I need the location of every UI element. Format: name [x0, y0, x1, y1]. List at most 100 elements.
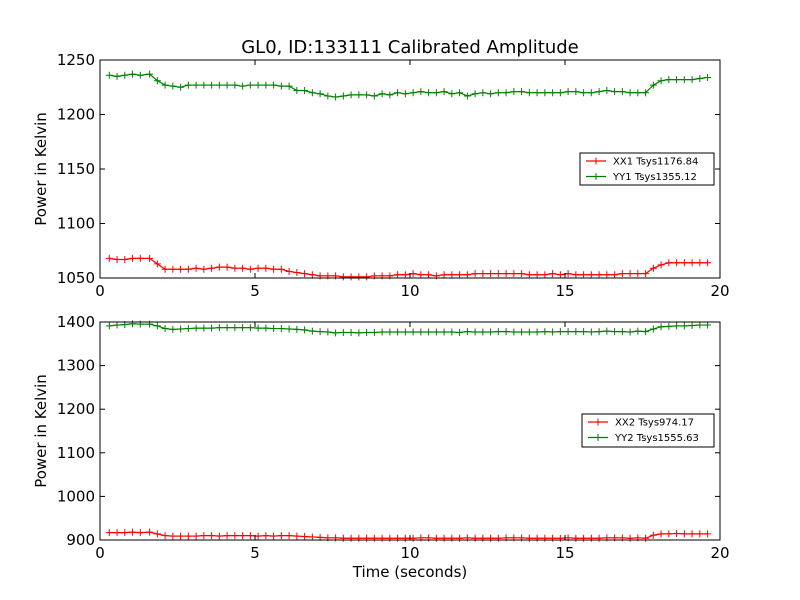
series-1 — [105, 528, 712, 542]
data-point — [440, 88, 448, 96]
data-point — [231, 81, 239, 89]
data-point — [564, 270, 572, 278]
data-point — [246, 324, 254, 332]
data-point — [611, 271, 619, 279]
data-point — [440, 271, 448, 279]
data-point — [680, 322, 688, 330]
data-point — [308, 271, 316, 279]
data-point — [432, 89, 440, 97]
data-point — [293, 269, 301, 277]
data-point — [208, 324, 216, 332]
data-point — [525, 271, 533, 279]
data-point — [595, 328, 603, 336]
data-point — [184, 265, 192, 273]
data-point — [169, 325, 177, 333]
data-point — [105, 254, 113, 262]
data-point — [409, 270, 417, 278]
data-point — [285, 82, 293, 90]
data-point — [215, 263, 223, 271]
data-point — [556, 534, 564, 542]
y-tick-label: 1300 — [57, 357, 95, 375]
data-point — [533, 534, 541, 542]
data-point — [285, 532, 293, 540]
data-point — [308, 89, 316, 97]
data-point — [208, 264, 216, 272]
data-point — [587, 534, 595, 542]
data-point — [277, 532, 285, 540]
data-point — [556, 271, 564, 279]
data-point — [595, 88, 603, 96]
data-point — [386, 91, 394, 99]
data-point — [518, 328, 526, 336]
data-point — [704, 73, 712, 81]
data-point — [231, 532, 239, 540]
data-point — [642, 534, 650, 542]
data-point — [285, 267, 293, 275]
data-point — [223, 263, 231, 271]
data-point — [231, 324, 239, 332]
data-point — [129, 528, 137, 536]
data-point — [153, 260, 161, 268]
data-point — [270, 325, 278, 333]
data-point — [192, 324, 200, 332]
data-point — [618, 88, 626, 96]
data-point — [339, 534, 347, 542]
data-point — [347, 534, 355, 542]
data-point — [657, 530, 665, 538]
x-axis-label: Time (seconds) — [352, 563, 468, 581]
chart-title: GL0, ID:133111 Calibrated Amplitude — [241, 37, 579, 58]
data-point — [401, 90, 409, 98]
data-point — [184, 532, 192, 540]
data-point — [208, 81, 216, 89]
legend-label: XX2 Tsys974.17 — [615, 418, 694, 429]
data-point — [471, 328, 479, 336]
data-point — [525, 328, 533, 336]
data-point — [262, 81, 270, 89]
data-point — [479, 270, 487, 278]
data-point — [487, 328, 495, 336]
data-point — [417, 328, 425, 336]
series-2 — [105, 320, 712, 337]
data-point — [161, 325, 169, 333]
y-tick-label: 1400 — [57, 313, 95, 331]
data-point — [316, 90, 324, 98]
data-point — [572, 88, 580, 96]
data-point — [572, 534, 580, 542]
data-point — [301, 87, 309, 95]
data-point — [494, 89, 502, 97]
data-point — [611, 328, 619, 336]
data-point — [417, 88, 425, 96]
data-point — [626, 534, 634, 542]
x-tick-label: 10 — [400, 282, 419, 300]
data-point — [649, 325, 657, 333]
data-point — [339, 328, 347, 336]
data-point — [665, 259, 673, 267]
data-point — [634, 327, 642, 335]
data-point — [502, 270, 510, 278]
data-point — [184, 325, 192, 333]
series-2 — [105, 70, 712, 101]
data-point — [634, 89, 642, 97]
data-point — [541, 328, 549, 336]
y-tick-label: 900 — [66, 531, 95, 549]
data-point — [223, 324, 231, 332]
data-point — [502, 328, 510, 336]
data-point — [510, 88, 518, 96]
data-point — [440, 534, 448, 542]
data-point — [355, 273, 363, 281]
data-point — [121, 529, 129, 537]
data-point — [704, 321, 712, 329]
data-point — [293, 532, 301, 540]
data-point — [254, 532, 262, 540]
data-point — [215, 81, 223, 89]
data-point — [136, 71, 144, 79]
data-point — [680, 76, 688, 84]
y-tick-label: 1100 — [57, 444, 95, 462]
x-tick-label: 20 — [710, 282, 729, 300]
data-point — [463, 328, 471, 336]
data-point — [456, 271, 464, 279]
y-tick-label: 1050 — [57, 269, 95, 287]
data-point — [339, 92, 347, 100]
data-point — [177, 325, 185, 333]
legend-label: YY1 Tsys1355.12 — [612, 172, 697, 183]
